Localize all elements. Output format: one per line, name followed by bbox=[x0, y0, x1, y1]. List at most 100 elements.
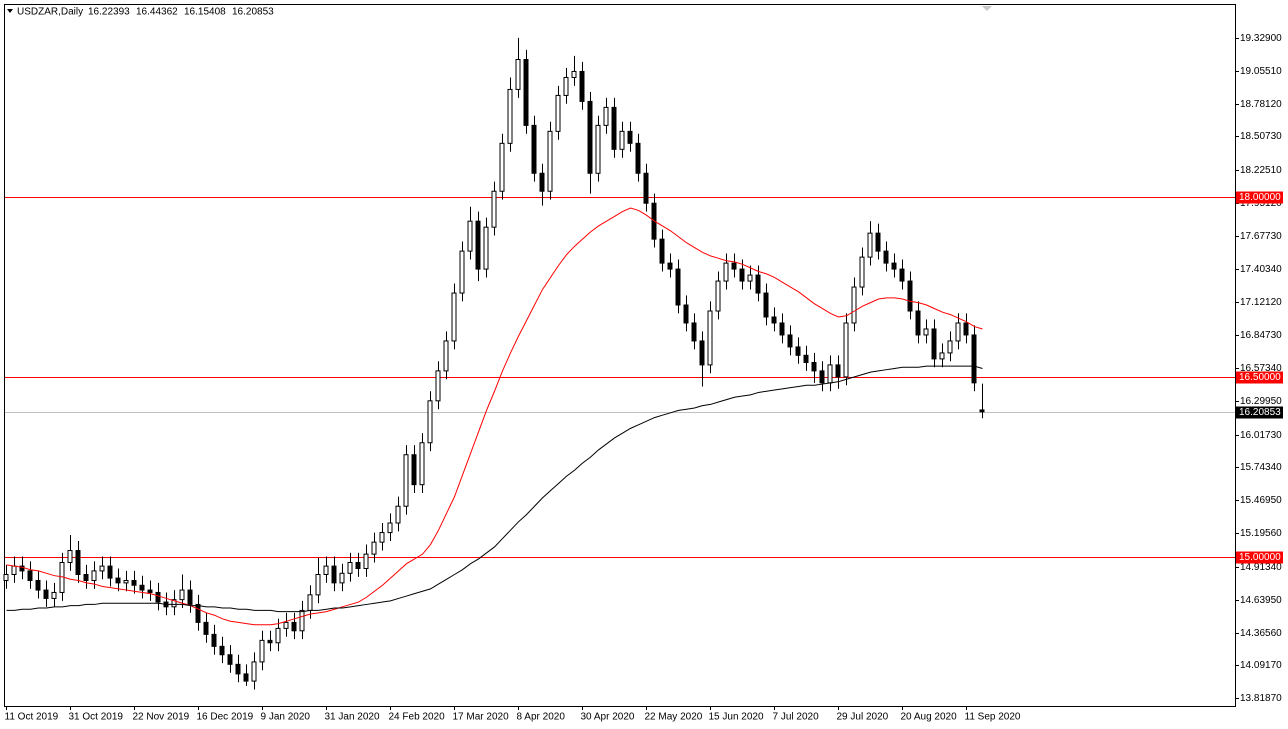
candle-body bbox=[371, 541, 377, 555]
candle-body bbox=[683, 304, 689, 324]
candle-body bbox=[587, 100, 593, 174]
candle-body bbox=[115, 577, 121, 584]
candle-body bbox=[355, 562, 361, 570]
candle-body bbox=[643, 172, 649, 204]
candle-body bbox=[723, 262, 729, 282]
level-label: 18.00000 bbox=[1239, 192, 1281, 203]
candle-body bbox=[91, 570, 97, 581]
candle-body bbox=[243, 673, 249, 682]
candle-body bbox=[187, 589, 193, 605]
x-tick-label: 22 Nov 2019 bbox=[133, 712, 190, 723]
candle-body bbox=[523, 58, 529, 126]
y-tick-label: 17.95120 bbox=[1240, 198, 1282, 209]
plot-frame bbox=[4, 4, 1236, 707]
candle-body bbox=[603, 106, 609, 126]
candle-body bbox=[715, 280, 721, 312]
candle-body bbox=[99, 565, 105, 572]
candle-body bbox=[515, 58, 521, 90]
candle-body bbox=[707, 310, 713, 366]
candle-body bbox=[979, 409, 985, 413]
candle-body bbox=[283, 621, 289, 629]
candle-body bbox=[619, 130, 625, 150]
candle-body bbox=[499, 142, 505, 192]
candle-body bbox=[963, 322, 969, 336]
candle-body bbox=[947, 340, 953, 354]
y-tick-label: 16.84730 bbox=[1240, 330, 1282, 341]
candle-body bbox=[259, 639, 265, 663]
candle-body bbox=[867, 232, 873, 258]
candle-body bbox=[435, 370, 441, 402]
candle-body bbox=[411, 454, 417, 486]
y-tick-label: 14.91340 bbox=[1240, 562, 1282, 573]
candle-body bbox=[251, 661, 257, 682]
x-tick-label: 16 Dec 2019 bbox=[197, 712, 254, 723]
candle-body bbox=[931, 328, 937, 360]
y-tick-label: 17.67730 bbox=[1240, 231, 1282, 242]
candle-body bbox=[907, 280, 913, 312]
candle-body bbox=[667, 262, 673, 270]
candle-body bbox=[195, 603, 201, 623]
plot-area bbox=[3, 37, 1235, 690]
candle-body bbox=[635, 142, 641, 174]
candle-body bbox=[179, 589, 185, 601]
x-tick-label: 9 Jan 2020 bbox=[261, 712, 311, 723]
x-tick-label: 31 Jan 2020 bbox=[325, 712, 380, 723]
candle-body bbox=[155, 591, 161, 603]
shift-marker bbox=[982, 6, 992, 11]
candle-body bbox=[291, 621, 297, 632]
level-label: 16.50000 bbox=[1239, 372, 1281, 383]
candle-body bbox=[331, 565, 337, 584]
candle-body bbox=[739, 268, 745, 282]
candle-body bbox=[107, 565, 113, 579]
x-tick-label: 24 Feb 2020 bbox=[389, 712, 446, 723]
candle-body bbox=[859, 256, 865, 288]
candle-body bbox=[443, 340, 449, 372]
candle-body bbox=[955, 322, 961, 342]
y-tick-label: 15.19560 bbox=[1240, 528, 1282, 539]
level-label-box bbox=[1236, 371, 1283, 384]
moving-average bbox=[6, 365, 983, 613]
candle-body bbox=[555, 94, 561, 132]
candle-body bbox=[267, 639, 273, 644]
candle-body bbox=[875, 232, 881, 252]
candle-body bbox=[275, 627, 281, 644]
candle-body bbox=[579, 70, 585, 102]
candle-body bbox=[19, 565, 25, 572]
price-label: 16.20853 bbox=[1239, 407, 1281, 418]
candle-body bbox=[43, 589, 49, 599]
header-open: 16.22393 bbox=[88, 7, 130, 18]
candle-body bbox=[971, 334, 977, 384]
candle-body bbox=[827, 364, 833, 384]
candle-body bbox=[235, 663, 241, 675]
x-tick-label: 29 Jul 2020 bbox=[837, 712, 889, 723]
candle-body bbox=[219, 645, 225, 656]
candle-body bbox=[627, 130, 633, 144]
candle-body bbox=[323, 565, 329, 575]
x-tick-label: 8 Apr 2020 bbox=[517, 712, 566, 723]
candle-body bbox=[363, 553, 369, 570]
candle-body bbox=[779, 322, 785, 336]
candle-body bbox=[123, 579, 129, 584]
y-tick-label: 18.22510 bbox=[1240, 165, 1282, 176]
level-label-box bbox=[1236, 551, 1283, 564]
candle-body bbox=[611, 106, 617, 150]
header-close: 16.20853 bbox=[232, 7, 274, 18]
candle-body bbox=[347, 562, 353, 574]
y-tick-label: 15.74340 bbox=[1240, 462, 1282, 473]
candle-body bbox=[675, 268, 681, 306]
candle-body bbox=[11, 565, 17, 575]
menu-triangle[interactable] bbox=[7, 9, 13, 13]
candle-body bbox=[299, 609, 305, 632]
candle-body bbox=[307, 594, 313, 611]
candle-body bbox=[803, 354, 809, 364]
candle-body bbox=[755, 274, 761, 294]
candle-body bbox=[763, 292, 769, 318]
candle-body bbox=[691, 322, 697, 342]
x-tick-label: 17 Mar 2020 bbox=[453, 712, 510, 723]
candle-body bbox=[699, 340, 705, 366]
candle-body bbox=[35, 579, 41, 591]
candle-body bbox=[539, 172, 545, 192]
candle-body bbox=[75, 550, 81, 575]
y-tick-label: 19.32900 bbox=[1240, 33, 1282, 44]
